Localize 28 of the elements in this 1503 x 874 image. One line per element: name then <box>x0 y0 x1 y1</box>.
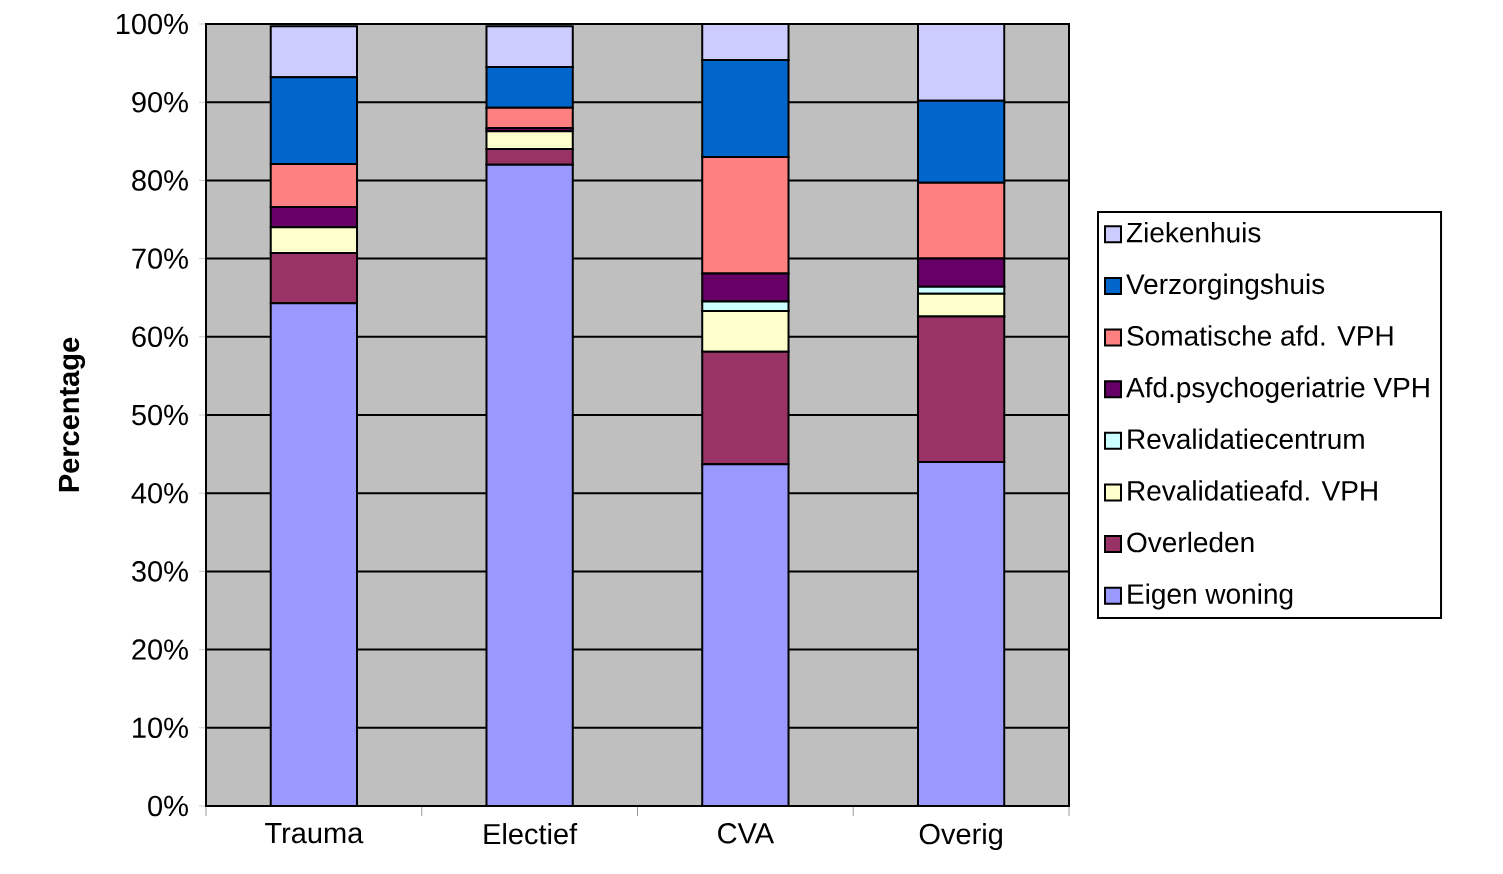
bar <box>269 302 359 806</box>
x-tick-label: Trauma <box>265 823 364 844</box>
y-axis-title: Percentage <box>58 337 86 492</box>
legend-label: Verzorgingshuis <box>1126 273 1325 300</box>
legend-label: Revalidatieafd. VPH <box>1128 480 1377 501</box>
legend-label: Revalidatiecentrum <box>1128 428 1364 450</box>
y-tick-label: 20% <box>132 639 188 660</box>
legend-label: Somatische afd. VPH <box>1127 325 1393 346</box>
y-tick-label: 0% <box>148 795 188 817</box>
x-tick-label: Electief <box>484 823 578 845</box>
x-tick-label: Overig <box>919 823 1002 851</box>
legend-label: Ziekenhuis <box>1126 221 1261 243</box>
y-tick-label: 30% <box>131 561 188 582</box>
y-tick-label: 50% <box>132 404 188 426</box>
legend-label: Afd.psychogeriatrie VPH <box>1126 376 1429 403</box>
y-tick-label: 70% <box>132 248 188 269</box>
legend-label: Overleden <box>1127 531 1254 553</box>
y-tick-label: 90% <box>132 91 188 113</box>
bar <box>701 463 790 806</box>
y-tick-label: 80% <box>132 170 188 191</box>
bar <box>916 460 1006 806</box>
bar <box>485 163 574 806</box>
legend-label: Eigen woning <box>1128 583 1293 610</box>
y-tick-label: 40% <box>131 482 188 504</box>
y-tick-label: 10% <box>133 717 188 739</box>
y-tick-label: 60% <box>132 326 188 348</box>
x-tick-label: CVA <box>718 823 775 844</box>
y-tick-label: 100% <box>116 13 188 35</box>
